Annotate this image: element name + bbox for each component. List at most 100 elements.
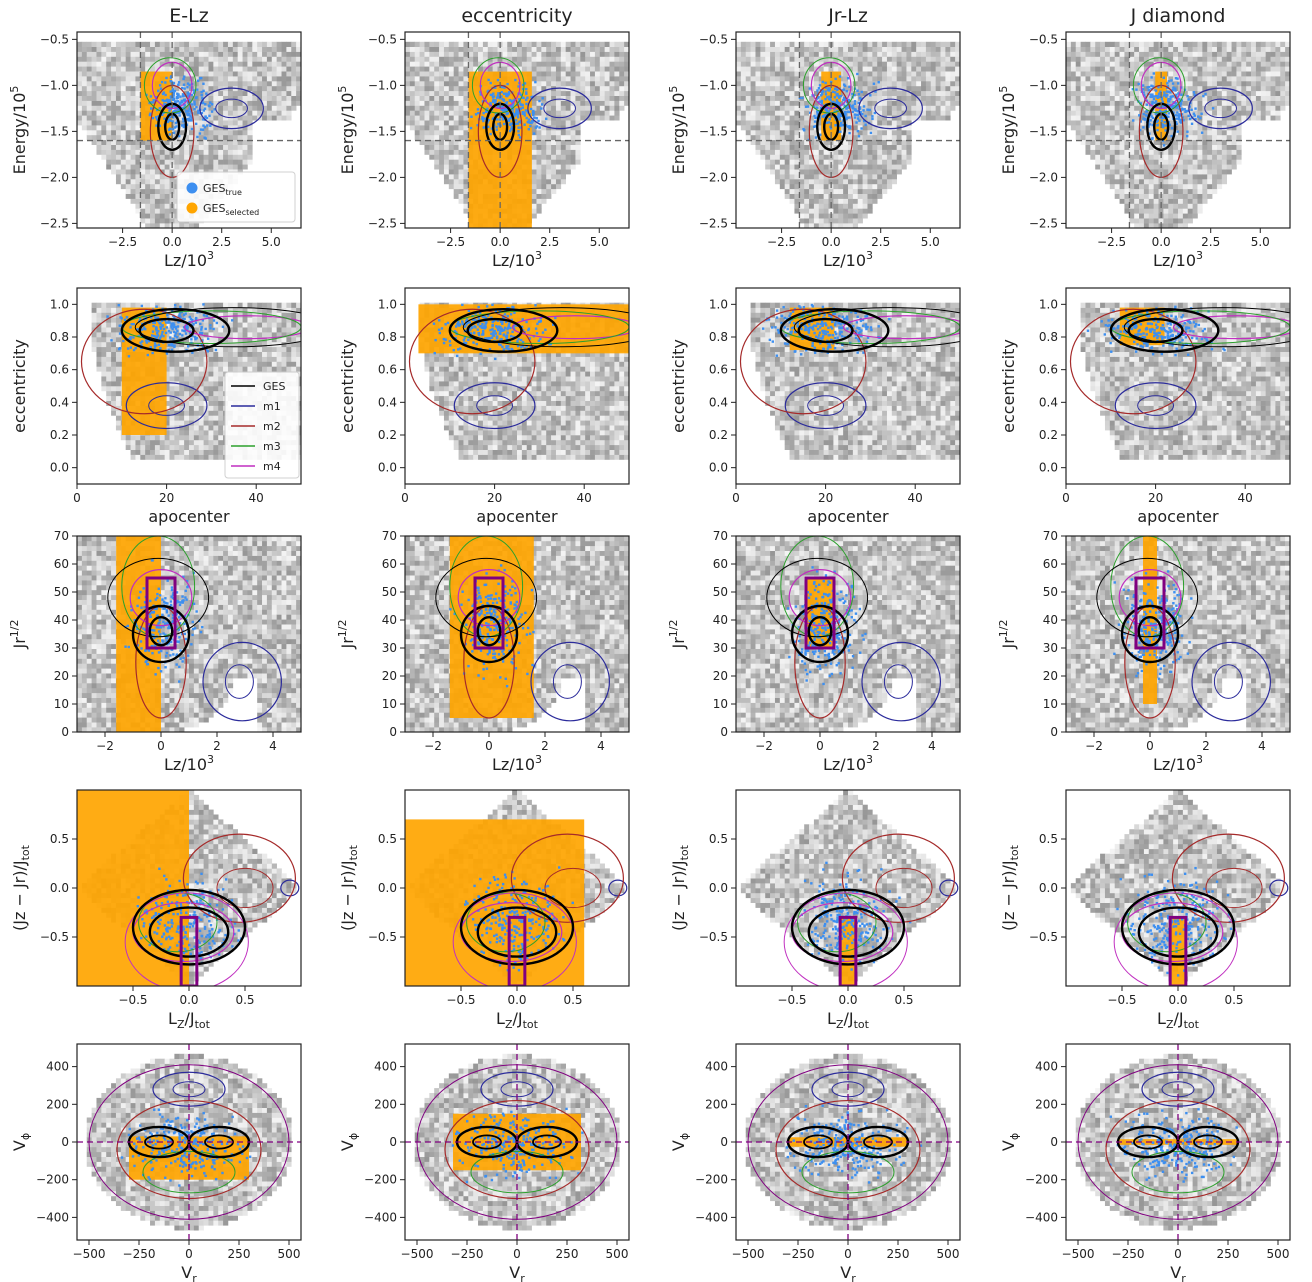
density-cell (448, 110, 454, 116)
density-cell (115, 164, 122, 170)
density-cell (580, 56, 586, 62)
density-cell (497, 46, 503, 52)
density-cell (419, 85, 425, 92)
ges-true-point (832, 100, 835, 104)
density-cell (130, 110, 136, 116)
density-cell (1090, 154, 1096, 160)
density-cell (536, 208, 542, 214)
density-cell (125, 179, 131, 185)
density-cell (198, 139, 204, 145)
density-cell (843, 134, 849, 141)
density-cell (555, 120, 562, 126)
density-cell (1109, 134, 1115, 141)
density-cell (560, 139, 566, 145)
density-cell (91, 115, 97, 121)
ges-true-point (175, 97, 179, 100)
density-cell (237, 110, 243, 116)
density-cell (145, 193, 151, 199)
density-cell (570, 105, 576, 111)
density-cell (130, 174, 136, 180)
ges-true-point (188, 83, 191, 87)
density-cell (1075, 71, 1081, 77)
density-cell (1066, 120, 1072, 126)
density-cell (96, 46, 102, 52)
density-cell (169, 46, 175, 52)
ges-true-point (804, 105, 808, 108)
density-cell (448, 71, 454, 77)
density-cell (1095, 66, 1101, 72)
density-cell (91, 85, 97, 92)
density-cell (852, 144, 859, 150)
density-cell (555, 110, 562, 116)
density-cell (945, 100, 951, 106)
density-cell (935, 115, 941, 121)
density-cell (921, 51, 927, 57)
density-cell (424, 76, 430, 82)
density-cell (570, 56, 576, 62)
ges-true-point (196, 88, 199, 91)
density-cell (125, 130, 131, 136)
density-cell (125, 139, 131, 145)
density-cell (198, 130, 204, 136)
density-cell (1075, 130, 1081, 136)
density-cell (91, 105, 97, 111)
density-cell (838, 56, 844, 62)
density-cell (799, 183, 805, 190)
density-cell (585, 81, 591, 87)
density-cell (799, 179, 805, 185)
density-cell (414, 46, 420, 52)
ges-true-point (210, 110, 214, 113)
density-cell (799, 159, 805, 165)
density-cell (193, 66, 200, 72)
density-cell (130, 85, 136, 92)
density-cell (585, 46, 591, 52)
ges-true-point (481, 115, 484, 119)
density-cell (203, 105, 209, 111)
density-cell (1066, 100, 1072, 106)
density-cell (779, 154, 785, 160)
density-cell (1070, 41, 1077, 47)
density-cell (1066, 66, 1072, 72)
density-cell (789, 193, 795, 199)
y-tick-label: −0.5 (40, 32, 69, 46)
density-cell (135, 110, 141, 116)
density-cell (872, 56, 878, 62)
density-cell (257, 81, 263, 87)
density-cell (443, 130, 450, 136)
density-cell (242, 76, 248, 82)
density-cell (862, 193, 868, 199)
density-cell (150, 223, 156, 228)
density-cell (896, 139, 902, 145)
density-cell (604, 51, 610, 57)
density-cell (247, 110, 253, 116)
density-cell (198, 115, 204, 121)
density-cell (867, 61, 873, 67)
ges-true-point (525, 91, 528, 94)
density-cell (453, 125, 459, 131)
density-cell (453, 71, 459, 77)
density-cell (560, 61, 566, 67)
ges-true-point (853, 93, 856, 97)
density-cell (184, 154, 190, 160)
ges-true-point (860, 127, 863, 130)
density-cell (169, 218, 175, 224)
density-cell (886, 110, 893, 116)
ges-true-point (521, 103, 524, 107)
density-cell (886, 179, 893, 185)
density-cell (1080, 76, 1086, 82)
density-cell (779, 134, 785, 141)
density-cell (590, 61, 596, 67)
density-cell (111, 115, 117, 121)
density-cell (930, 66, 936, 72)
density-cell (1100, 154, 1106, 160)
density-cell (541, 159, 547, 165)
ges-true-point (527, 128, 531, 131)
density-cell (911, 41, 917, 47)
density-cell (774, 120, 781, 126)
y-tick-label: −1.0 (368, 78, 397, 92)
density-cell (448, 85, 454, 92)
density-cell (862, 198, 868, 204)
density-cell (1114, 193, 1120, 199)
ges-true-point (848, 131, 851, 135)
density-cell (453, 100, 459, 106)
